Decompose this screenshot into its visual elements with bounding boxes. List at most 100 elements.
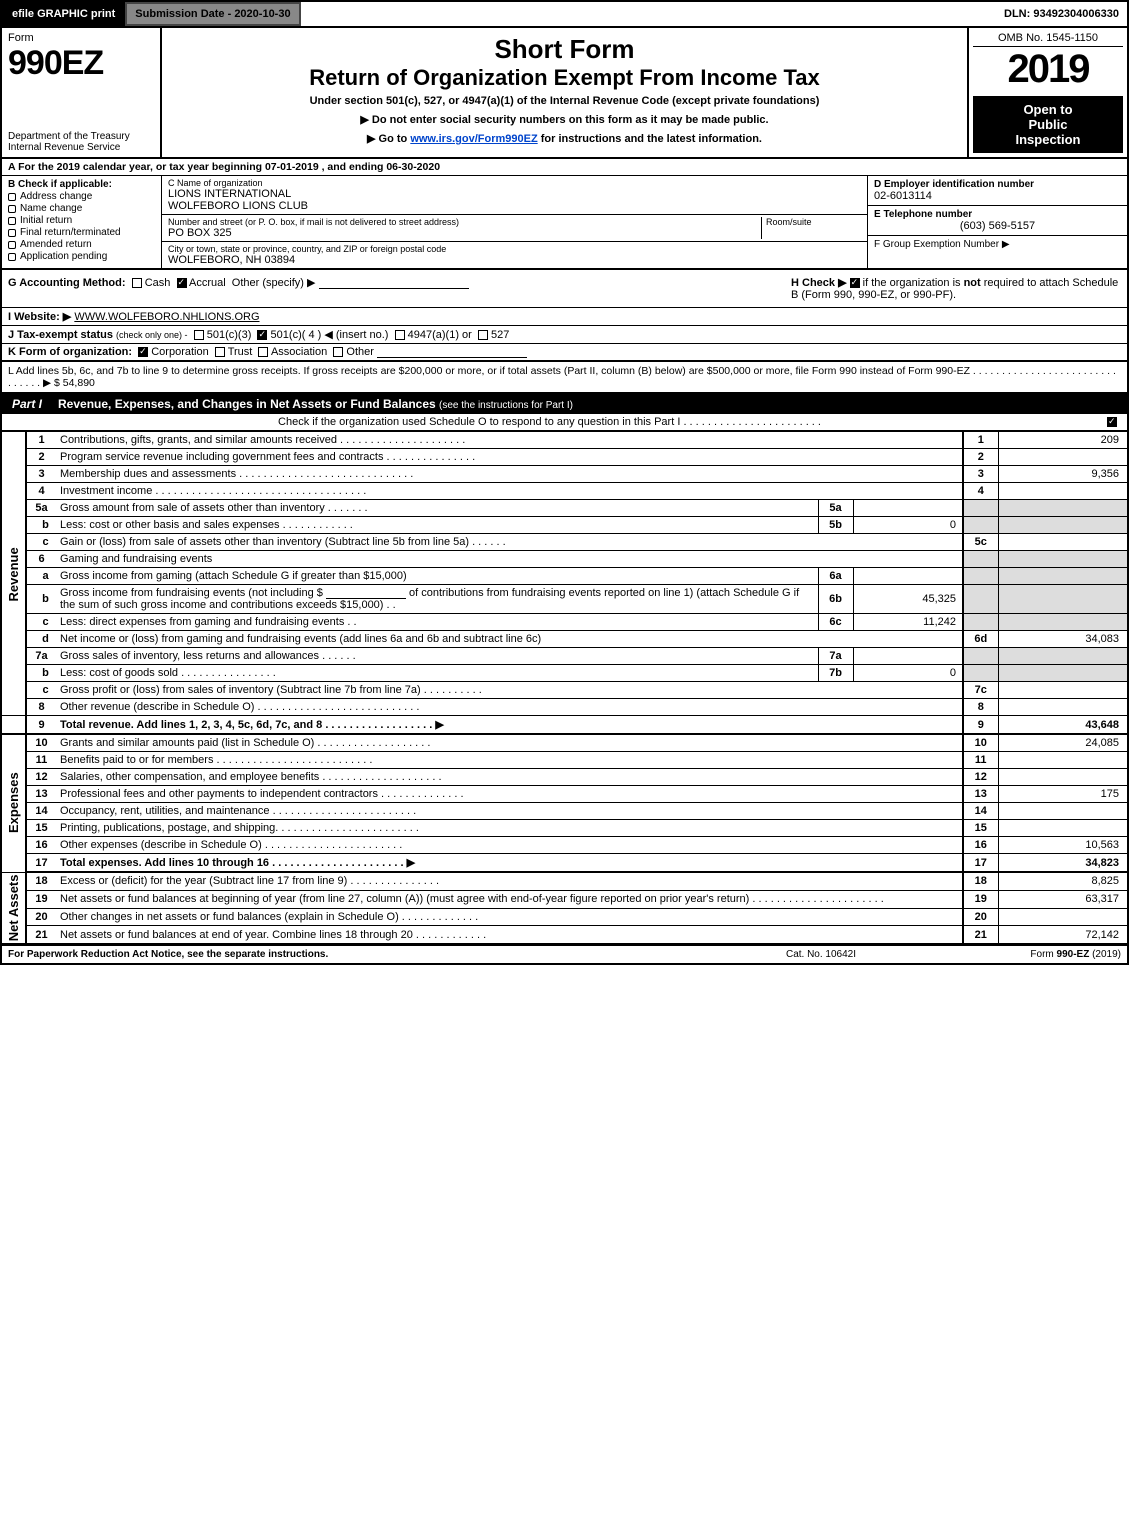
submission-date-button[interactable]: Submission Date - 2020-10-30 xyxy=(125,2,300,26)
check-schedule-o[interactable] xyxy=(1107,417,1117,427)
g-other-blank[interactable] xyxy=(319,277,469,289)
line-innernum: 7b xyxy=(818,665,853,682)
line-innernum: 6a xyxy=(818,568,853,585)
efile-button[interactable]: efile GRAPHIC print xyxy=(2,2,125,26)
line-value xyxy=(998,769,1128,786)
checkbox-icon xyxy=(8,193,16,201)
line-num: 11 xyxy=(26,752,56,769)
k-other-blank[interactable] xyxy=(377,346,527,358)
irs-link[interactable]: www.irs.gov/Form990EZ xyxy=(410,133,537,145)
j-opt2: 501(c)( 4 ) ◀ (insert no.) xyxy=(271,329,389,341)
line-desc: Occupancy, rent, utilities, and maintena… xyxy=(56,803,963,820)
part-1-title: Revenue, Expenses, and Changes in Net As… xyxy=(52,394,1127,414)
section-b-heading: B Check if applicable: xyxy=(8,179,155,190)
line-value: 209 xyxy=(998,432,1128,449)
line-outnum: 9 xyxy=(963,716,998,735)
line-outnum: 2 xyxy=(963,449,998,466)
line-desc: Gaming and fundraising events xyxy=(56,551,963,568)
line-outnum: 17 xyxy=(963,854,998,873)
check-501c[interactable] xyxy=(257,330,267,340)
line-desc: Total expenses. Add lines 10 through 16 … xyxy=(56,854,963,873)
line-desc: Gross income from fundraising events (no… xyxy=(56,585,818,614)
goto-post: for instructions and the latest informat… xyxy=(538,133,762,145)
line-outnum: 10 xyxy=(963,734,998,752)
section-b: B Check if applicable: Address change Na… xyxy=(2,176,162,268)
grey-cell xyxy=(998,551,1128,568)
check-association[interactable] xyxy=(258,347,268,357)
org-name-2: WOLFEBORO LIONS CLUB xyxy=(168,200,861,212)
footer-center: Cat. No. 10642I xyxy=(721,949,921,960)
line-num: 1 xyxy=(26,432,56,449)
section-bcdef: B Check if applicable: Address change Na… xyxy=(0,176,1129,270)
tax-year: 2019 xyxy=(973,47,1123,92)
line-num: 13 xyxy=(26,786,56,803)
footer-right-form: 990-EZ xyxy=(1057,949,1090,960)
l6b-pre: Gross income from fundraising events (no… xyxy=(60,587,326,599)
line-outnum: 15 xyxy=(963,820,998,837)
check-h[interactable] xyxy=(850,278,860,288)
line-value xyxy=(998,699,1128,716)
line-outnum: 4 xyxy=(963,483,998,500)
line-num: 20 xyxy=(26,908,56,926)
line-innernum: 5a xyxy=(818,500,853,517)
check-label: Name change xyxy=(20,203,82,214)
dept-irs: Internal Revenue Service xyxy=(8,142,154,153)
grey-cell xyxy=(998,500,1128,517)
check-final-return[interactable]: Final return/terminated xyxy=(8,227,155,238)
section-k: K Form of organization: Corporation Trus… xyxy=(0,344,1129,362)
line-desc: Printing, publications, postage, and shi… xyxy=(56,820,963,837)
grey-cell xyxy=(998,585,1128,614)
g-other: Other (specify) ▶ xyxy=(232,277,316,289)
line-desc: Gross income from gaming (attach Schedul… xyxy=(56,568,818,585)
org-street: PO BOX 325 xyxy=(168,227,761,239)
check-4947[interactable] xyxy=(395,330,405,340)
part-1-title-text: Revenue, Expenses, and Changes in Net As… xyxy=(58,397,436,411)
grey-cell xyxy=(963,500,998,517)
org-city: WOLFEBORO, NH 03894 xyxy=(168,254,861,266)
line-desc: Other revenue (describe in Schedule O) .… xyxy=(56,699,963,716)
line-num: 2 xyxy=(26,449,56,466)
line-num: d xyxy=(26,631,56,648)
website-value[interactable]: WWW.WOLFEBORO.NHLIONS.ORG xyxy=(74,311,259,323)
line-desc: Net income or (loss) from gaming and fun… xyxy=(56,631,963,648)
line-outnum: 14 xyxy=(963,803,998,820)
grey-cell xyxy=(963,585,998,614)
footer-left: For Paperwork Reduction Act Notice, see … xyxy=(8,949,721,960)
check-accrual[interactable] xyxy=(177,278,187,288)
line-num: 12 xyxy=(26,769,56,786)
check-501c3[interactable] xyxy=(194,330,204,340)
check-other-org[interactable] xyxy=(333,347,343,357)
check-name-change[interactable]: Name change xyxy=(8,203,155,214)
g-accrual: Accrual xyxy=(189,277,226,289)
check-address-change[interactable]: Address change xyxy=(8,191,155,202)
c-city-label: City or town, state or province, country… xyxy=(168,244,861,254)
line-desc: Net assets or fund balances at end of ye… xyxy=(56,926,963,944)
line-desc: Other changes in net assets or fund bala… xyxy=(56,908,963,926)
check-corporation[interactable] xyxy=(138,347,148,357)
line-outnum: 6d xyxy=(963,631,998,648)
check-application-pending[interactable]: Application pending xyxy=(8,251,155,262)
line-innerval: 0 xyxy=(853,517,963,534)
f-label: F Group Exemption Number ▶ xyxy=(874,239,1121,250)
check-amended-return[interactable]: Amended return xyxy=(8,239,155,250)
line-innerval xyxy=(853,500,963,517)
h-text1: if the organization is xyxy=(863,277,964,289)
check-trust[interactable] xyxy=(215,347,225,357)
check-label: Amended return xyxy=(20,239,92,250)
line-outnum: 12 xyxy=(963,769,998,786)
goto-pre: ▶ Go to xyxy=(367,133,410,145)
check-cash[interactable] xyxy=(132,278,142,288)
section-c: C Name of organization LIONS INTERNATION… xyxy=(162,176,867,268)
check-label: Final return/terminated xyxy=(20,227,121,238)
check-initial-return[interactable]: Initial return xyxy=(8,215,155,226)
check-527[interactable] xyxy=(478,330,488,340)
line-num: a xyxy=(26,568,56,585)
j-opt3: 4947(a)(1) or xyxy=(408,329,472,341)
line-innerval: 45,325 xyxy=(853,585,963,614)
expenses-section-label: Expenses xyxy=(1,734,26,872)
l6b-blank[interactable] xyxy=(326,587,406,599)
checkbox-icon xyxy=(8,217,16,225)
line-num: 7a xyxy=(26,648,56,665)
line-num: b xyxy=(26,585,56,614)
ein-value: 02-6013114 xyxy=(874,190,1121,202)
